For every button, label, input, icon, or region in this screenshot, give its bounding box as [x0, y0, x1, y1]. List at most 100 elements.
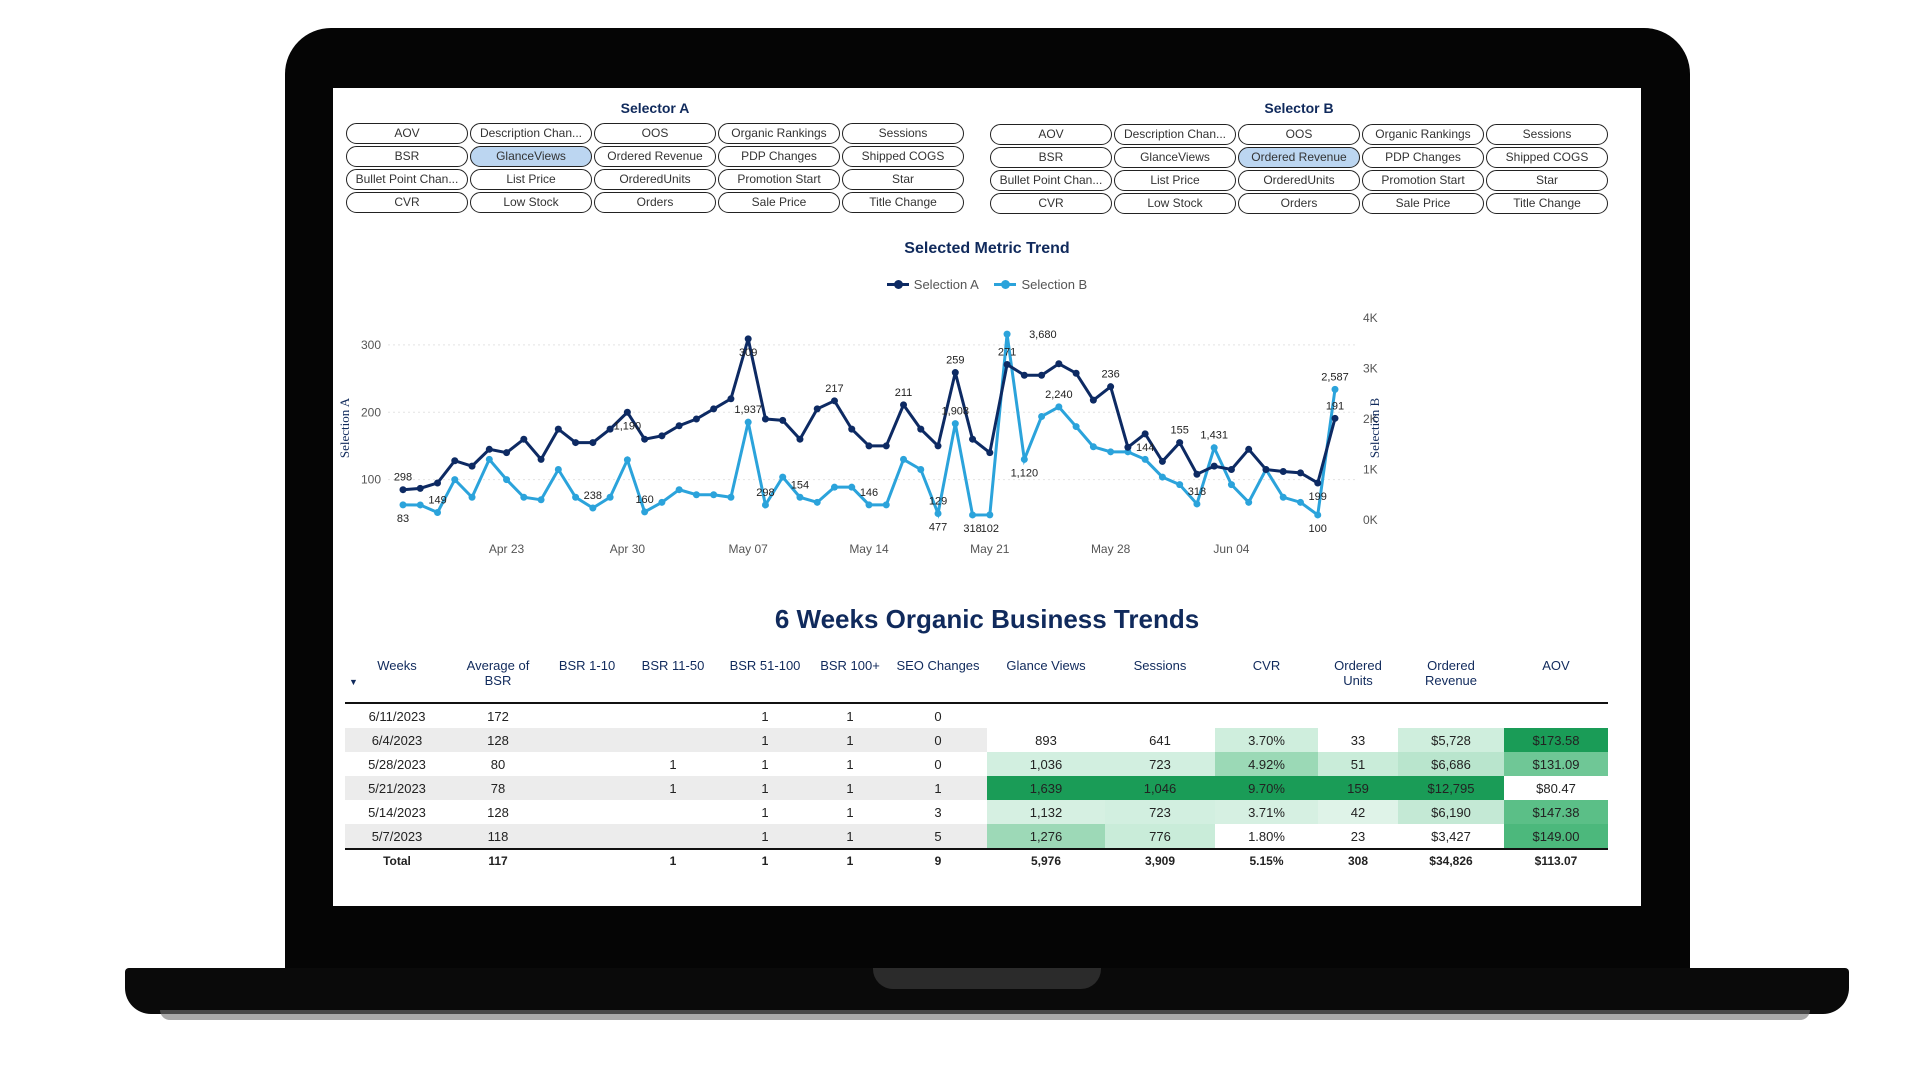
point-selection-a [1107, 383, 1115, 391]
point-selection-b [796, 493, 804, 501]
point-selection-a [572, 439, 580, 447]
legend-item-selection-a[interactable]: Selection A [886, 277, 979, 292]
point-selection-a [813, 405, 821, 413]
point-selection-b [1020, 455, 1028, 463]
data-label: 309 [739, 347, 757, 359]
selector-b-option-sale-price[interactable]: Sale Price [1362, 193, 1484, 214]
selector-b-option-bullet-point-chan[interactable]: Bullet Point Chan... [990, 170, 1112, 191]
table-cell [547, 703, 627, 728]
column-header-bsr-11-50[interactable]: BSR 11-50 [627, 658, 719, 703]
table-cell: 1 [761, 708, 769, 724]
selector-b-option-list-price[interactable]: List Price [1114, 170, 1236, 191]
selector-b-option-bsr[interactable]: BSR [990, 147, 1112, 168]
column-header-seo-changes[interactable]: SEO Changes [889, 658, 987, 703]
selector-b-option-sessions[interactable]: Sessions [1486, 124, 1608, 145]
data-label: 199 [1309, 491, 1327, 503]
column-header-bsr-100[interactable]: BSR 100+ [811, 658, 889, 703]
table-row[interactable]: 5/28/2023 80 1 1 1 0 1,036 723 4.92% 51 $6,686 $131… [345, 752, 1608, 776]
data-label: 155 [1170, 425, 1188, 437]
selector-b-option-orders[interactable]: Orders [1238, 193, 1360, 214]
selector-a-option-orders[interactable]: Orders [594, 192, 716, 213]
table-cell: 1 [761, 756, 769, 772]
selector-a-option-sessions[interactable]: Sessions [842, 123, 964, 144]
selector-a-option-title-change[interactable]: Title Change [842, 192, 964, 213]
table-cell [987, 703, 1105, 728]
selector-a-option-promotion-start[interactable]: Promotion Start [718, 169, 840, 190]
data-label: 217 [825, 383, 843, 395]
selector-b-option-low-stock[interactable]: Low Stock [1114, 193, 1236, 214]
selector-a-option-star[interactable]: Star [842, 169, 964, 190]
column-header-glance-views[interactable]: Glance Views [987, 658, 1105, 703]
point-selection-a [606, 425, 614, 433]
point-selection-a [589, 439, 597, 447]
x-tick-label: Apr 30 [610, 542, 646, 556]
point-selection-a [692, 415, 700, 423]
column-header-average-of-bsr[interactable]: Average of BSR [449, 658, 547, 703]
point-selection-b [1055, 403, 1063, 411]
table-cell: 723 [1105, 752, 1215, 776]
point-selection-b [451, 476, 459, 484]
selector-a-option-low-stock[interactable]: Low Stock [470, 192, 592, 213]
selector-b-option-orderedunits[interactable]: OrderedUnits [1238, 170, 1360, 191]
selector-a-option-bullet-point-chan[interactable]: Bullet Point Chan... [346, 169, 468, 190]
table-row[interactable]: 6/4/2023 128 1 1 0 893 641 3.70% 33 $5,728 $173.58 [345, 728, 1608, 752]
table-row[interactable]: 5/14/2023 128 1 1 3 1,132 723 3.71% 42 $6,190 $147… [345, 800, 1608, 824]
selector-b-option-pdp-changes[interactable]: PDP Changes [1362, 147, 1484, 168]
column-header-sessions[interactable]: Sessions [1105, 658, 1215, 703]
table-cell: 1 [761, 804, 769, 820]
selector-b-option-ordered-revenue[interactable]: Ordered Revenue [1238, 147, 1360, 168]
selector-a-option-description-chan[interactable]: Description Chan... [470, 123, 592, 144]
column-header-aov[interactable]: AOV [1504, 658, 1608, 703]
table-row[interactable]: 6/11/2023 172 1 1 0 [345, 703, 1608, 728]
point-selection-b [986, 511, 994, 519]
selector-b-option-description-chan[interactable]: Description Chan... [1114, 124, 1236, 145]
column-header-ordered-revenue[interactable]: Ordered Revenue [1398, 658, 1504, 703]
table-row[interactable]: 5/21/2023 78 1 1 1 1 1,639 1,046 9.70% 159 $12,795… [345, 776, 1608, 800]
selector-b-option-aov[interactable]: AOV [990, 124, 1112, 145]
table-cell: $147.38 [1504, 800, 1608, 824]
y-left-axis-label: Selection A [337, 397, 352, 458]
table-cell: $6,686 [1398, 752, 1504, 776]
selector-a-option-pdp-changes[interactable]: PDP Changes [718, 146, 840, 167]
table-cell: 3 [934, 804, 942, 820]
selector-b-option-promotion-start[interactable]: Promotion Start [1362, 170, 1484, 191]
selector-a-option-oos[interactable]: OOS [594, 123, 716, 144]
selector-b-option-shipped-cogs[interactable]: Shipped COGS [1486, 147, 1608, 168]
selector-a-option-organic-rankings[interactable]: Organic Rankings [718, 123, 840, 144]
selector-a-option-glanceviews[interactable]: GlanceViews [470, 146, 592, 167]
selector-b-option-oos[interactable]: OOS [1238, 124, 1360, 145]
selector-a-option-aov[interactable]: AOV [346, 123, 468, 144]
legend-item-selection-b[interactable]: Selection B [994, 277, 1087, 292]
table-cell: 1,639 [987, 776, 1105, 800]
point-selection-b [779, 473, 787, 481]
table-cell: 1,132 [987, 800, 1105, 824]
selector-a-option-shipped-cogs[interactable]: Shipped COGS [842, 146, 964, 167]
selector-b-option-title-change[interactable]: Title Change [1486, 193, 1608, 214]
table-cell: 1 [846, 804, 854, 820]
point-selection-b [1314, 511, 1322, 519]
selector-b-option-organic-rankings[interactable]: Organic Rankings [1362, 124, 1484, 145]
selector-a-option-sale-price[interactable]: Sale Price [718, 192, 840, 213]
selector-a-option-cvr[interactable]: CVR [346, 192, 468, 213]
selector-a-option-list-price[interactable]: List Price [470, 169, 592, 190]
table-cell: 893 [987, 728, 1105, 752]
table-cell [547, 728, 627, 752]
column-header-weeks[interactable]: Weeks ▼ [345, 658, 449, 703]
selector-b-option-star[interactable]: Star [1486, 170, 1608, 191]
table-row[interactable]: 5/7/2023 118 1 1 5 1,276 776 1.80% 23 $3,427 $149.… [345, 824, 1608, 849]
selector-a-option-ordered-revenue[interactable]: Ordered Revenue [594, 146, 716, 167]
selector-b-option-cvr[interactable]: CVR [990, 193, 1112, 214]
point-selection-a [641, 435, 649, 443]
point-selection-a [554, 425, 562, 433]
selector-b-option-glanceviews[interactable]: GlanceViews [1114, 147, 1236, 168]
column-header-bsr-1-10[interactable]: BSR 1-10 [547, 658, 627, 703]
column-header-ordered-units[interactable]: Ordered Units [1318, 658, 1398, 703]
column-header-label: SEO Changes [896, 658, 980, 673]
point-selection-b [1072, 423, 1080, 431]
column-header-bsr-51-100[interactable]: BSR 51-100 [719, 658, 811, 703]
selector-a-option-bsr[interactable]: BSR [346, 146, 468, 167]
selector-a-option-orderedunits[interactable]: OrderedUnits [594, 169, 716, 190]
table-cell: 1 [811, 776, 889, 800]
column-header-cvr[interactable]: CVR [1215, 658, 1318, 703]
sort-desc-icon[interactable]: ▼ [349, 677, 358, 687]
